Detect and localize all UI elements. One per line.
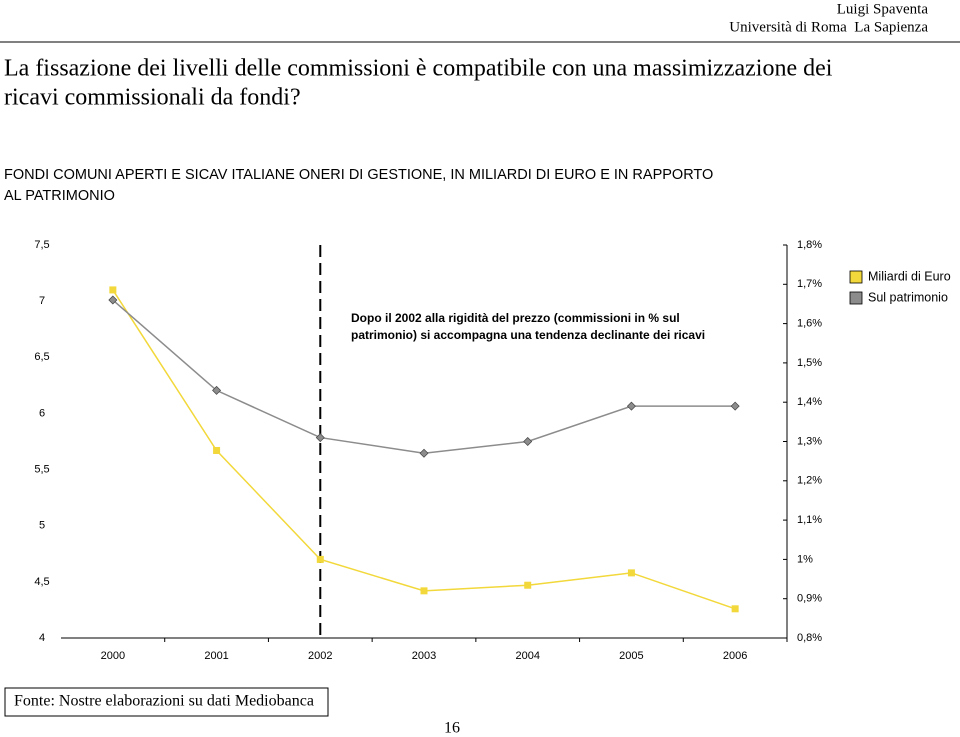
annotation: patrimonio) si accompagna una tendenza d… (351, 328, 705, 342)
y2-tick-label: 1,6% (797, 318, 822, 330)
chart-title: AL PATRIMONIO (4, 188, 115, 204)
point (523, 437, 533, 446)
author: Luigi Spaventa (837, 1, 929, 17)
x-tick-label: 2001 (204, 650, 228, 662)
point (109, 286, 117, 294)
point (420, 587, 428, 595)
point (731, 605, 739, 613)
y-tick-label: 5 (39, 520, 45, 532)
y2-tick-label: 1,7% (797, 278, 822, 290)
y-tick-label: 7 (39, 295, 45, 307)
y2-tick-label: 1,3% (797, 435, 822, 447)
annotation: Dopo il 2002 alla rigidità del prezzo (c… (351, 311, 680, 325)
point (315, 433, 325, 443)
y2-tick-label: 0,8% (797, 632, 822, 644)
point (213, 446, 221, 454)
y2-tick-label: 1,1% (797, 514, 822, 526)
point (626, 401, 636, 411)
legend-swatch (849, 270, 863, 284)
x-tick-label: 2004 (515, 650, 539, 662)
source: Fonte: Nostre elaborazioni su dati Medio… (14, 693, 314, 710)
point (419, 448, 429, 458)
y2-tick-label: 1,4% (797, 396, 822, 408)
x-tick-label: 2006 (723, 650, 747, 662)
legend-label: Miliardi di Euro (868, 269, 951, 283)
slide-title: La fissazione dei livelli delle commissi… (4, 56, 833, 82)
point (524, 581, 532, 589)
page-number: 16 (444, 720, 460, 737)
point (212, 385, 222, 395)
point (108, 295, 118, 305)
affiliation: Università di Roma La Sapienza (729, 19, 928, 35)
y2-tick-label: 0,9% (797, 593, 822, 605)
point (730, 401, 740, 411)
y-tick-label: 4 (39, 632, 45, 644)
slide-title: ricavi commissionali da fondi? (4, 85, 301, 111)
point (316, 555, 324, 563)
y-tick-label: 6 (39, 407, 45, 419)
y-tick-label: 7,5 (34, 239, 49, 251)
point (627, 569, 635, 577)
y-tick-label: 5,5 (34, 463, 49, 475)
y2-tick-label: 1,8% (797, 239, 822, 251)
legend-swatch (849, 291, 863, 305)
legend-label: Sul patrimonio (868, 290, 948, 304)
y-tick-label: 4,5 (34, 576, 49, 588)
x-tick-label: 2000 (101, 650, 125, 662)
y2-tick-label: 1% (797, 553, 813, 565)
y-tick-label: 6,5 (34, 351, 49, 363)
x-tick-label: 2005 (619, 650, 643, 662)
chart-title: FONDI COMUNI APERTI E SICAV ITALIANE ONE… (4, 167, 713, 183)
source-box (4, 687, 329, 717)
y2-tick-label: 1,5% (797, 357, 822, 369)
x-tick-label: 2003 (412, 650, 436, 662)
x-tick-label: 2002 (308, 650, 332, 662)
y2-tick-label: 1,2% (797, 475, 822, 487)
